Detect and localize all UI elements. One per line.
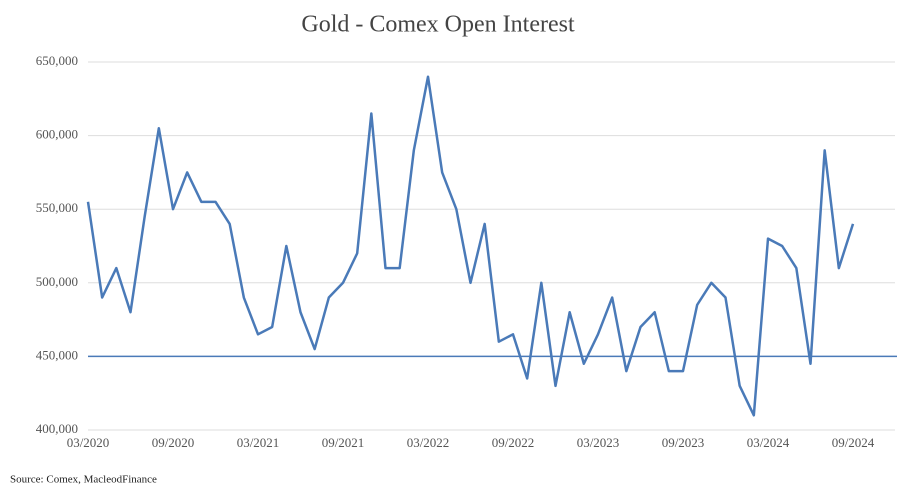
x-tick-label: 09/2023 — [662, 435, 705, 450]
source-note: Source: Comex, MacleodFinance — [10, 474, 157, 486]
x-tick-label: 03/2022 — [407, 435, 450, 450]
y-tick-label: 500,000 — [36, 274, 78, 289]
data-line — [86, 75, 855, 417]
x-tick-label: 09/2020 — [152, 435, 195, 450]
y-tick-label: 400,000 — [36, 421, 78, 436]
x-tick-label: 09/2022 — [492, 435, 535, 450]
x-tick-label: 09/2021 — [322, 435, 365, 450]
x-tick-label: 09/2024 — [832, 435, 875, 450]
y-tick-label: 450,000 — [36, 347, 78, 362]
x-tick-label: 03/2023 — [577, 435, 620, 450]
x-tick-label: 03/2020 — [67, 435, 110, 450]
y-tick-label: 650,000 — [36, 53, 78, 68]
x-tick-label: 03/2021 — [237, 435, 280, 450]
y-tick-label: 550,000 — [36, 200, 78, 215]
y-tick-label: 600,000 — [36, 127, 78, 142]
x-tick-label: 03/2024 — [747, 435, 790, 450]
chart-title: Gold - Comex Open Interest — [301, 12, 575, 38]
